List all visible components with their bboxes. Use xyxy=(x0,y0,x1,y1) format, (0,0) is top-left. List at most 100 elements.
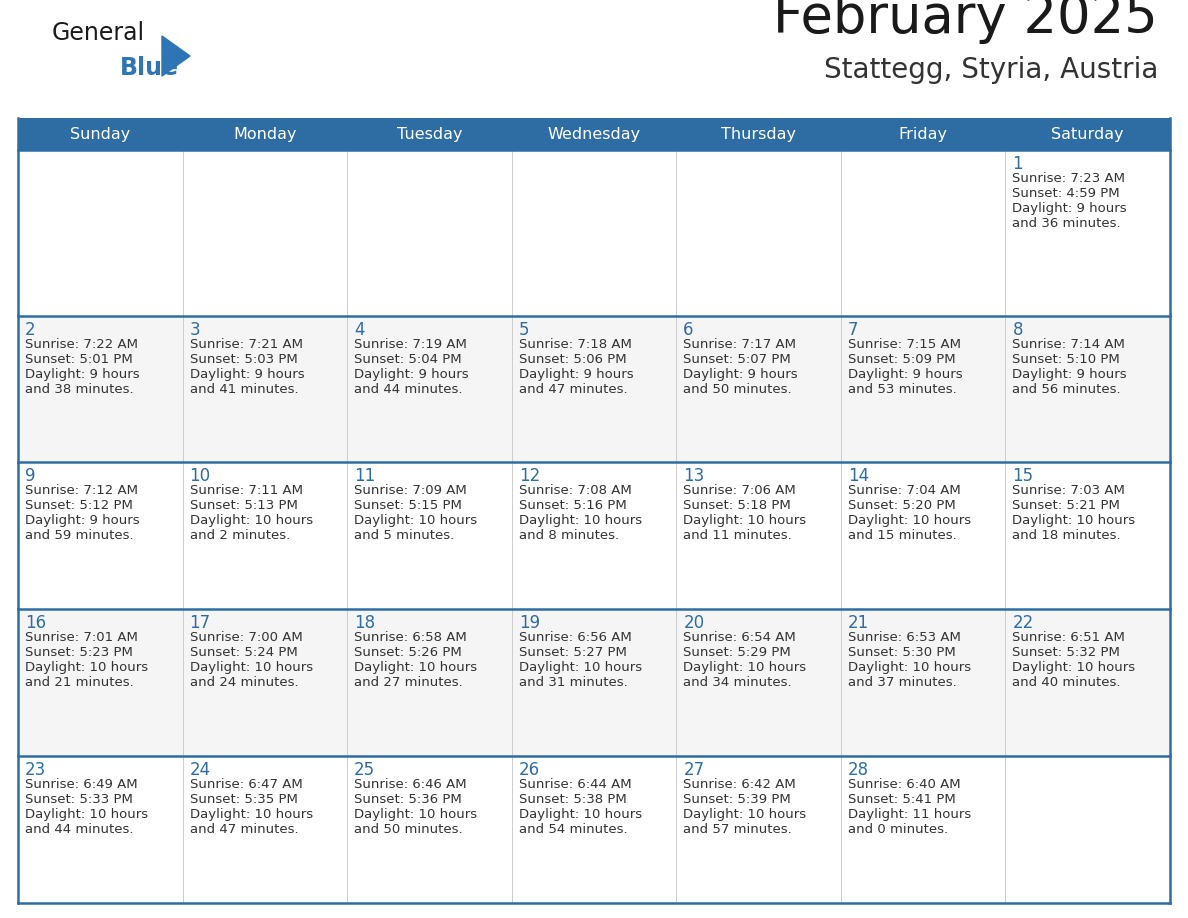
Text: and 8 minutes.: and 8 minutes. xyxy=(519,530,619,543)
Text: and 50 minutes.: and 50 minutes. xyxy=(683,383,792,396)
Text: Monday: Monday xyxy=(233,127,297,141)
Text: Sunrise: 7:12 AM: Sunrise: 7:12 AM xyxy=(25,485,138,498)
Text: Daylight: 10 hours: Daylight: 10 hours xyxy=(25,808,148,822)
Text: and 11 minutes.: and 11 minutes. xyxy=(683,530,792,543)
Text: 20: 20 xyxy=(683,614,704,633)
Text: 18: 18 xyxy=(354,614,375,633)
Text: Sunset: 5:13 PM: Sunset: 5:13 PM xyxy=(190,499,297,512)
Text: and 2 minutes.: and 2 minutes. xyxy=(190,530,290,543)
Text: Sunset: 5:36 PM: Sunset: 5:36 PM xyxy=(354,793,462,806)
Text: Sunset: 5:39 PM: Sunset: 5:39 PM xyxy=(683,793,791,806)
Text: Sunrise: 7:06 AM: Sunrise: 7:06 AM xyxy=(683,485,796,498)
Text: Sunset: 5:33 PM: Sunset: 5:33 PM xyxy=(25,793,133,806)
Text: General: General xyxy=(52,21,145,45)
Text: Sunset: 5:09 PM: Sunset: 5:09 PM xyxy=(848,353,955,365)
Text: 14: 14 xyxy=(848,467,868,486)
Polygon shape xyxy=(162,36,190,76)
Text: Sunrise: 7:09 AM: Sunrise: 7:09 AM xyxy=(354,485,467,498)
Text: and 18 minutes.: and 18 minutes. xyxy=(1012,530,1121,543)
Text: Sunrise: 7:21 AM: Sunrise: 7:21 AM xyxy=(190,338,303,351)
Bar xyxy=(183,756,347,903)
Text: and 59 minutes.: and 59 minutes. xyxy=(25,530,133,543)
Text: 21: 21 xyxy=(848,614,870,633)
Text: 1: 1 xyxy=(1012,155,1023,173)
Text: Sunset: 5:10 PM: Sunset: 5:10 PM xyxy=(1012,353,1120,365)
Text: Daylight: 10 hours: Daylight: 10 hours xyxy=(25,661,148,675)
Text: Sunrise: 7:15 AM: Sunrise: 7:15 AM xyxy=(848,338,961,351)
Text: and 54 minutes.: and 54 minutes. xyxy=(519,823,627,836)
Text: Daylight: 9 hours: Daylight: 9 hours xyxy=(683,368,798,381)
Text: Sunrise: 7:11 AM: Sunrise: 7:11 AM xyxy=(190,485,303,498)
Text: 11: 11 xyxy=(354,467,375,486)
Text: Sunset: 5:30 PM: Sunset: 5:30 PM xyxy=(848,646,955,659)
Text: Daylight: 10 hours: Daylight: 10 hours xyxy=(354,808,478,822)
Text: Friday: Friday xyxy=(898,127,948,141)
Bar xyxy=(676,610,841,756)
Text: and 38 minutes.: and 38 minutes. xyxy=(25,383,133,396)
Bar xyxy=(1005,150,1170,316)
Text: Sunrise: 6:53 AM: Sunrise: 6:53 AM xyxy=(848,632,961,644)
Bar xyxy=(676,756,841,903)
Text: Sunset: 5:29 PM: Sunset: 5:29 PM xyxy=(683,646,791,659)
Text: 17: 17 xyxy=(190,614,210,633)
Text: Thursday: Thursday xyxy=(721,127,796,141)
Text: 8: 8 xyxy=(1012,320,1023,339)
Bar xyxy=(841,756,1005,903)
Text: Sunrise: 6:46 AM: Sunrise: 6:46 AM xyxy=(354,778,467,791)
Text: Daylight: 10 hours: Daylight: 10 hours xyxy=(190,808,312,822)
Text: Daylight: 10 hours: Daylight: 10 hours xyxy=(190,514,312,528)
Bar xyxy=(512,150,676,316)
Bar xyxy=(183,610,347,756)
Text: Sunrise: 6:54 AM: Sunrise: 6:54 AM xyxy=(683,632,796,644)
Text: 4: 4 xyxy=(354,320,365,339)
Text: Daylight: 10 hours: Daylight: 10 hours xyxy=(1012,661,1136,675)
Text: 10: 10 xyxy=(190,467,210,486)
Text: 27: 27 xyxy=(683,761,704,779)
Text: Daylight: 9 hours: Daylight: 9 hours xyxy=(25,514,140,528)
Bar xyxy=(512,463,676,610)
Text: 19: 19 xyxy=(519,614,539,633)
Text: Sunset: 5:20 PM: Sunset: 5:20 PM xyxy=(848,499,955,512)
Text: 24: 24 xyxy=(190,761,210,779)
Text: Daylight: 9 hours: Daylight: 9 hours xyxy=(190,368,304,381)
Text: Daylight: 10 hours: Daylight: 10 hours xyxy=(190,661,312,675)
Text: Sunrise: 7:03 AM: Sunrise: 7:03 AM xyxy=(1012,485,1125,498)
Bar xyxy=(1005,463,1170,610)
Bar xyxy=(841,316,1005,463)
Text: and 15 minutes.: and 15 minutes. xyxy=(848,530,956,543)
Bar xyxy=(676,316,841,463)
Text: Sunset: 5:01 PM: Sunset: 5:01 PM xyxy=(25,353,133,365)
Text: and 44 minutes.: and 44 minutes. xyxy=(25,823,133,836)
Bar xyxy=(18,610,183,756)
Text: 26: 26 xyxy=(519,761,539,779)
Text: Sunrise: 7:04 AM: Sunrise: 7:04 AM xyxy=(848,485,961,498)
Text: and 47 minutes.: and 47 minutes. xyxy=(519,383,627,396)
Text: 16: 16 xyxy=(25,614,46,633)
Text: Daylight: 11 hours: Daylight: 11 hours xyxy=(848,808,971,822)
Text: Daylight: 10 hours: Daylight: 10 hours xyxy=(683,514,807,528)
Text: and 41 minutes.: and 41 minutes. xyxy=(190,383,298,396)
Text: and 36 minutes.: and 36 minutes. xyxy=(1012,217,1121,230)
Text: Sunrise: 7:22 AM: Sunrise: 7:22 AM xyxy=(25,338,138,351)
Text: 13: 13 xyxy=(683,467,704,486)
Text: 23: 23 xyxy=(25,761,46,779)
Text: Sunset: 5:27 PM: Sunset: 5:27 PM xyxy=(519,646,626,659)
Text: Sunset: 5:04 PM: Sunset: 5:04 PM xyxy=(354,353,462,365)
Text: Sunrise: 6:47 AM: Sunrise: 6:47 AM xyxy=(190,778,302,791)
Text: Daylight: 9 hours: Daylight: 9 hours xyxy=(519,368,633,381)
Text: Daylight: 10 hours: Daylight: 10 hours xyxy=(848,514,971,528)
Text: Saturday: Saturday xyxy=(1051,127,1124,141)
Text: Sunset: 5:03 PM: Sunset: 5:03 PM xyxy=(190,353,297,365)
Bar xyxy=(841,463,1005,610)
Text: 7: 7 xyxy=(848,320,859,339)
Text: Sunrise: 6:51 AM: Sunrise: 6:51 AM xyxy=(1012,632,1125,644)
Bar xyxy=(18,150,183,316)
Text: Sunset: 5:24 PM: Sunset: 5:24 PM xyxy=(190,646,297,659)
Bar xyxy=(347,463,512,610)
Text: and 47 minutes.: and 47 minutes. xyxy=(190,823,298,836)
Text: Sunrise: 7:18 AM: Sunrise: 7:18 AM xyxy=(519,338,632,351)
Text: Daylight: 10 hours: Daylight: 10 hours xyxy=(354,514,478,528)
Text: Wednesday: Wednesday xyxy=(548,127,640,141)
Text: Daylight: 10 hours: Daylight: 10 hours xyxy=(519,661,642,675)
Bar xyxy=(347,150,512,316)
